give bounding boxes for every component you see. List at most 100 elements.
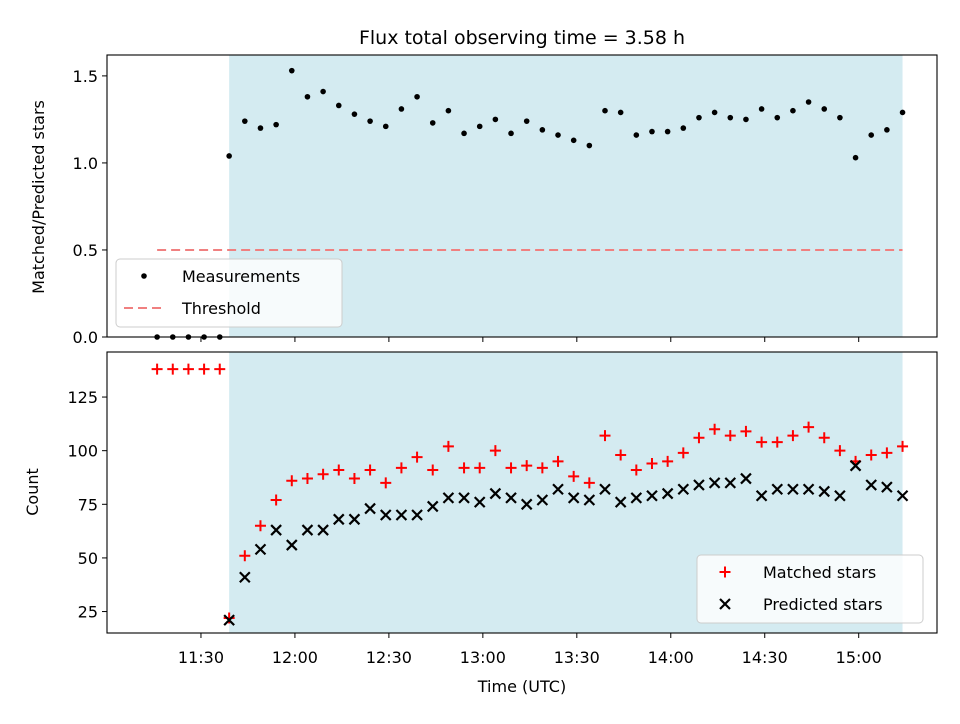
top-measurement-point (320, 88, 326, 95)
x-tick-label: 14:30 (742, 648, 788, 667)
x-axis-label: Time (UTC) (477, 677, 566, 696)
top-measurement-point (774, 114, 781, 121)
top-axes-frame (106, 54, 938, 338)
top-measurement-point (242, 118, 248, 124)
bottom-predicted-point (881, 481, 893, 493)
top-measurement-point (508, 130, 514, 137)
bottom-predicted-point (693, 479, 705, 491)
top-measurement-point (414, 93, 420, 100)
bottom-predicted-point (442, 492, 455, 504)
bottom-matched-point (536, 462, 548, 474)
bottom-matched-point (630, 464, 642, 476)
bottom-axes-frame (106, 351, 938, 634)
bottom-predicted-point (520, 498, 533, 511)
bottom-matched-point (198, 363, 210, 375)
bottom-matched-point (286, 475, 298, 487)
top-measurement-point (868, 132, 875, 138)
bottom-predicted-point (270, 524, 282, 536)
top-panel: 0.0 0.5 1.0 1.5 Measurements Threshold (73, 54, 938, 347)
bottom-predicted-point (614, 496, 627, 508)
bottom-predicted-point (818, 485, 831, 498)
top-measurement-point (727, 114, 734, 121)
bottom-legend: Matched stars Predicted stars (696, 554, 924, 624)
bottom-predicted-point (740, 472, 752, 485)
bottom-predicted-point (677, 483, 690, 496)
top-measurement-point (523, 118, 530, 124)
x-tick-label: 14:00 (648, 648, 694, 667)
bottom-y-tick-label: 25 (78, 603, 98, 622)
x-tick-label: 12:30 (366, 648, 412, 667)
bottom-predicted-point (834, 489, 846, 502)
bottom-matched-point (662, 455, 674, 467)
bottom-matched-point (834, 445, 846, 457)
bottom-predicted-point (536, 494, 549, 506)
bottom-matched-point (552, 455, 564, 467)
top-measurement-point (899, 109, 906, 116)
bottom-matched-point (568, 470, 580, 482)
bottom-matched-point (615, 449, 627, 461)
bottom-y-tick-label: 100 (67, 442, 98, 461)
top-measurement-point (273, 121, 279, 128)
top-measurement-point (555, 132, 561, 138)
top-measurement-point (445, 107, 452, 114)
top-measurement-point (649, 128, 655, 135)
bottom-matched-point (818, 432, 830, 444)
top-measurement-point (398, 106, 405, 112)
top-measurement-point (837, 114, 843, 121)
bottom-predicted-point (411, 509, 423, 521)
bottom-matched-point (865, 449, 877, 461)
bottom-predicted-point (489, 487, 502, 500)
bottom-predicted-point (473, 496, 486, 508)
top-measurement-point (288, 67, 295, 74)
top-measurement-point (586, 142, 593, 149)
top-y-tick-label: 0.5 (73, 241, 98, 260)
bottom-matched-point (442, 440, 454, 452)
bottom-matched-point (599, 430, 611, 442)
bottom-predicted-point (708, 477, 721, 489)
bottom-predicted-point (364, 502, 376, 515)
bottom-predicted-point (301, 524, 314, 536)
top-measurement-point (304, 93, 311, 100)
bottom-matched-point (333, 464, 345, 476)
bottom-predicted-point (599, 483, 611, 496)
top-measurement-point (805, 99, 812, 105)
bottom-predicted-point (771, 483, 784, 496)
bottom-matched-point (583, 477, 595, 489)
bottom-matched-point (881, 447, 893, 459)
x-tick-label: 12:00 (272, 648, 318, 667)
bottom-matched-point (756, 436, 768, 448)
bottom-matched-point (724, 430, 736, 442)
bottom-matched-point (677, 447, 689, 459)
bottom-matched-point (254, 520, 266, 532)
bottom-matched-point (167, 363, 179, 375)
top-measurement-point (570, 137, 577, 144)
bottom-predicted-point (317, 524, 329, 536)
top-measurement-point (492, 116, 499, 123)
bottom-predicted-point (661, 487, 674, 500)
bottom-matched-point (646, 458, 658, 470)
bottom-predicted-point (239, 571, 251, 584)
bottom-predicted-point (865, 479, 878, 491)
bottom-matched-point (151, 363, 163, 375)
top-measurement-point (335, 102, 342, 109)
bottom-predicted-point (630, 492, 643, 504)
bottom-legend-box (696, 554, 924, 624)
top-measurement-point (602, 107, 608, 114)
bottom-matched-point (348, 473, 360, 485)
bottom-y-axis-label: Count (23, 468, 42, 516)
top-legend-box (115, 258, 343, 328)
top-measurement-point (711, 109, 718, 116)
top-measurement-point (461, 130, 467, 137)
top-measurement-point (226, 153, 232, 159)
top-y-tick-label: 0.0 (73, 328, 98, 347)
top-y-tick-label: 1.0 (73, 154, 98, 173)
top-measurement-point (382, 123, 389, 130)
bottom-matched-point (427, 464, 439, 476)
bottom-matched-point (521, 460, 533, 472)
bottom-predicted-point (286, 539, 298, 551)
bottom-matched-point (505, 462, 517, 474)
bottom-predicted-point (458, 492, 470, 504)
legend-entry-label: Threshold (181, 299, 261, 318)
legend-plus-icon (719, 566, 731, 578)
bottom-predicted-point (755, 489, 768, 502)
